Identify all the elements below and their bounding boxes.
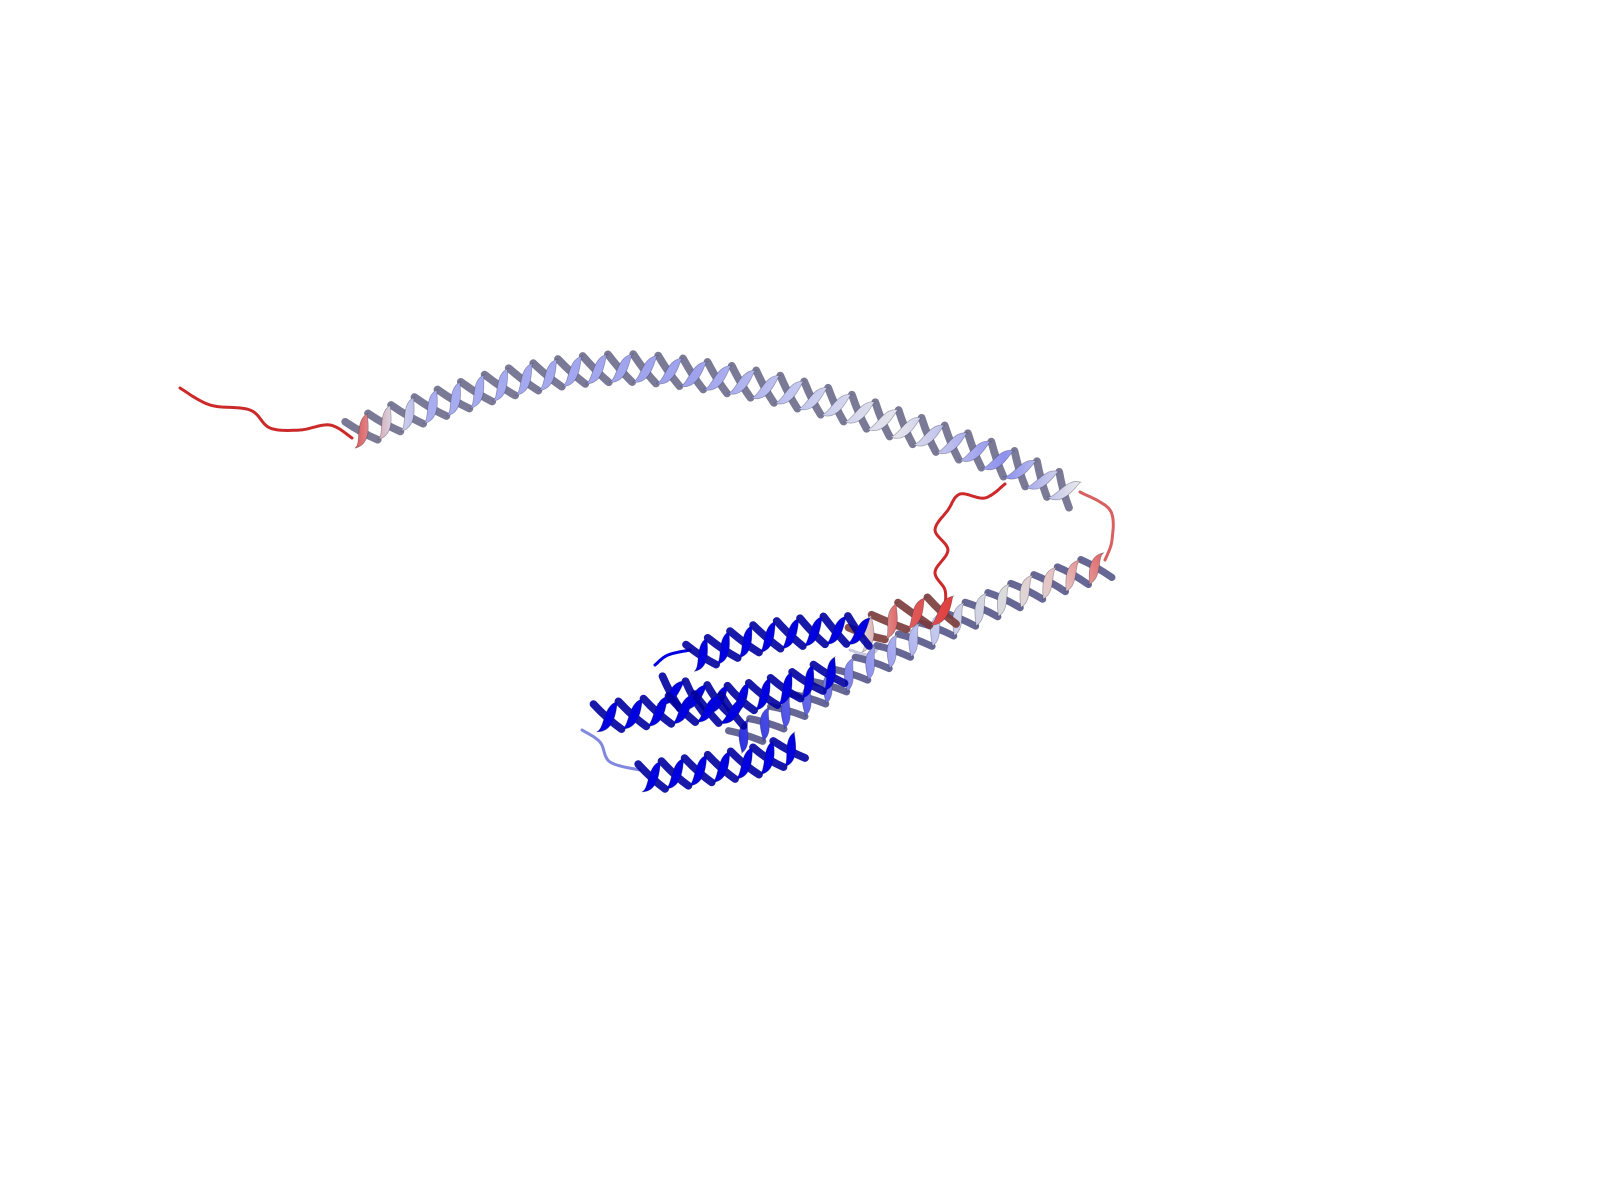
return-helix (725, 552, 1116, 754)
linker-coil-right (1078, 490, 1115, 562)
n-terminal-coil (178, 386, 354, 440)
helix-segments (341, 350, 1116, 793)
domain-helix-left (589, 690, 748, 733)
short-red-helix (844, 593, 960, 653)
domain-helix-top (682, 612, 873, 672)
disordered-loop (933, 482, 1007, 610)
domain-loop-top (653, 648, 692, 667)
domain-helix-bottom (634, 731, 809, 793)
domain-loop-left (580, 728, 642, 772)
long-helix (341, 350, 1082, 512)
